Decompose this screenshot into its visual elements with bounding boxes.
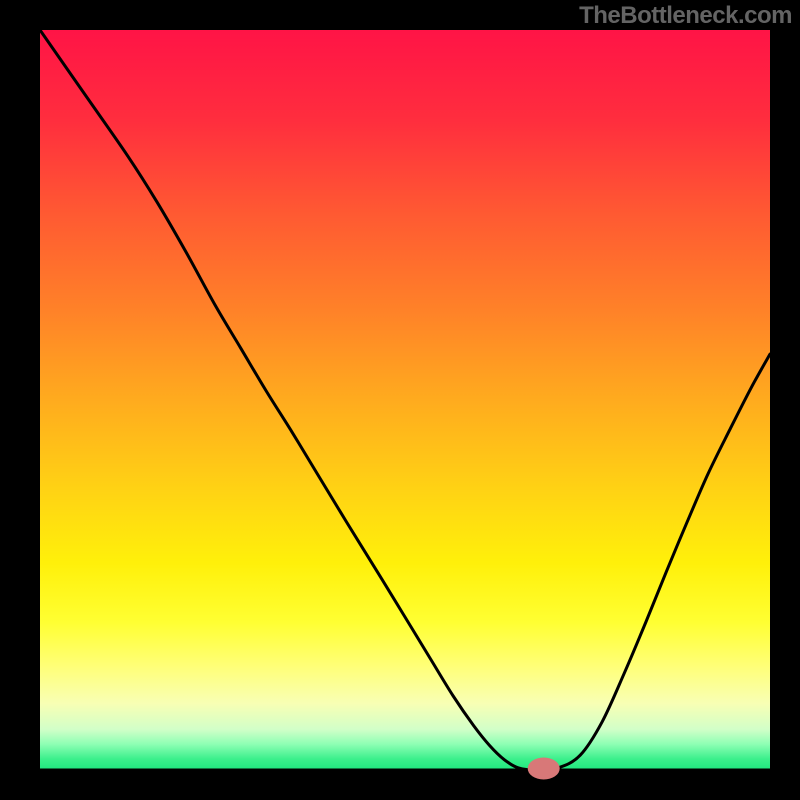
- chart-container: TheBottleneck.com: [0, 0, 800, 800]
- plot-background: [40, 30, 770, 770]
- bottleneck-chart: [0, 0, 800, 800]
- minimum-marker: [528, 758, 560, 780]
